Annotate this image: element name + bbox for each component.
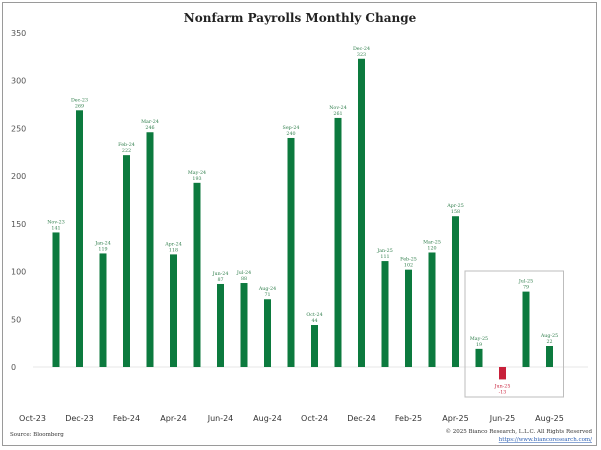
bar [499, 367, 506, 380]
bar [475, 348, 483, 367]
bar-category-label: Apr-25 [446, 203, 464, 209]
bar-value-label: 87 [217, 277, 223, 283]
bar [546, 346, 553, 367]
bar-category-label: Nov-23 [47, 219, 65, 225]
bar-value-label: 158 [451, 209, 460, 215]
x-axis: Oct-23 Dec-23 Feb-24 Apr-24 Jun-24 Aug-24 Oct-… [19, 414, 564, 423]
x-tick-label: Oct-24 [301, 414, 328, 423]
bar-category-label: May-24 [188, 170, 206, 176]
bar-value-label: 120 [427, 245, 436, 251]
bar-value-label: 111 [380, 254, 389, 260]
bar-category-label: Mar-24 [141, 119, 159, 125]
bar-category-label: May-25 [470, 336, 488, 342]
x-tick-label: Oct-23 [19, 414, 46, 423]
y-tick-label: 100 [11, 268, 26, 277]
bar-value-label: 323 [357, 52, 366, 58]
bar [428, 252, 436, 367]
bar-category-label: Aug-25 [540, 333, 558, 339]
bar-category-label: Aug-24 [258, 286, 276, 292]
bar-value-label: 193 [192, 176, 201, 182]
x-tick-label: Aug-25 [535, 414, 564, 423]
bars [52, 58, 553, 380]
bar-value-label: 246 [145, 125, 154, 131]
bar-value-label: 141 [51, 225, 60, 231]
x-tick-label: Feb-25 [395, 414, 422, 423]
y-tick-label: 300 [11, 77, 26, 86]
bar [405, 269, 412, 367]
y-tick-label: 0 [11, 363, 16, 372]
bar-category-label: Dec-24 [353, 46, 370, 52]
nonfarm-payrolls-bar-chart: Nonfarm Payrolls Monthly Change 0 50 100 15… [10, 11, 592, 443]
bar-value-label: 44 [311, 318, 317, 324]
y-tick-label: 250 [11, 124, 26, 133]
highlight-box [464, 270, 564, 398]
bar-category-label: Jun-25 [494, 383, 511, 389]
bar-category-label: Mar-25 [423, 239, 441, 245]
bar-category-label: Dec-23 [71, 97, 88, 103]
website-link[interactable]: https://www.biancoresearch.com/ [499, 437, 592, 443]
bar-value-label: 71 [264, 292, 270, 298]
x-tick-label: Apr-24 [160, 414, 186, 423]
bar [217, 283, 224, 367]
bar-category-label: Feb-24 [118, 142, 135, 148]
chart-frame: Nonfarm Payrolls Monthly Change 0 50 100 15… [2, 2, 597, 446]
bar-value-label: 79 [523, 285, 529, 291]
bar [311, 325, 318, 367]
y-tick-label: 50 [11, 315, 21, 324]
bar-value-label: 88 [241, 276, 247, 282]
bar [522, 291, 530, 367]
bar [264, 299, 271, 367]
bar-category-label: Feb-25 [400, 257, 417, 263]
bar-category-label: Sep-24 [283, 125, 300, 131]
bar-value-label: 261 [333, 111, 342, 117]
bar-category-label: Jan-25 [376, 248, 393, 254]
bar [76, 110, 83, 367]
source-note: Source: Bloomberg [10, 432, 64, 438]
bar-value-label: -13 [499, 389, 507, 395]
copyright-note: © 2025 Bianco Research, L.L.C. All Right… [445, 428, 592, 435]
bar [452, 216, 459, 367]
x-tick-label: Jun-24 [207, 414, 234, 423]
bar [381, 261, 389, 367]
bar-value-label: 119 [98, 246, 107, 252]
y-tick-label: 350 [11, 29, 26, 38]
bar [334, 117, 342, 367]
bar [240, 283, 248, 367]
bar-category-label: Jun-24 [212, 271, 229, 277]
bar-category-label: Jan-24 [94, 240, 111, 246]
bar-value-label: 22 [546, 339, 552, 345]
x-tick-label: Aug-24 [253, 414, 282, 423]
bar [358, 58, 365, 367]
bar [193, 182, 201, 367]
x-tick-label: Dec-24 [347, 414, 376, 423]
bar-category-label: Nov-24 [329, 105, 347, 111]
y-axis: 0 50 100 150 200 250 300 350 [11, 29, 26, 372]
bar-value-label: 240 [286, 131, 295, 137]
x-tick-label: Jun-25 [489, 414, 516, 423]
bar-value-label: 102 [404, 263, 413, 269]
y-tick-label: 200 [11, 172, 26, 181]
bar [170, 254, 177, 367]
bar [52, 232, 60, 367]
x-tick-label: Apr-25 [442, 414, 468, 423]
bar-value-label: 269 [75, 103, 84, 109]
bar-value-label: 222 [122, 148, 131, 154]
bar [287, 137, 295, 367]
bar-value-label: 118 [169, 247, 178, 253]
bar-category-label: Jul-24 [236, 270, 251, 276]
bar [99, 253, 107, 367]
bar [123, 155, 130, 367]
bar-category-label: Oct-24 [306, 312, 322, 318]
bar-category-label: Jul-25 [518, 279, 533, 285]
bar-value-label: 19 [476, 342, 482, 348]
x-tick-label: Dec-23 [65, 414, 94, 423]
x-tick-label: Feb-24 [113, 414, 140, 423]
y-tick-label: 150 [11, 220, 26, 229]
bar-category-label: Apr-24 [164, 241, 182, 247]
bar [146, 132, 154, 367]
chart-title: Nonfarm Payrolls Monthly Change [184, 11, 417, 25]
